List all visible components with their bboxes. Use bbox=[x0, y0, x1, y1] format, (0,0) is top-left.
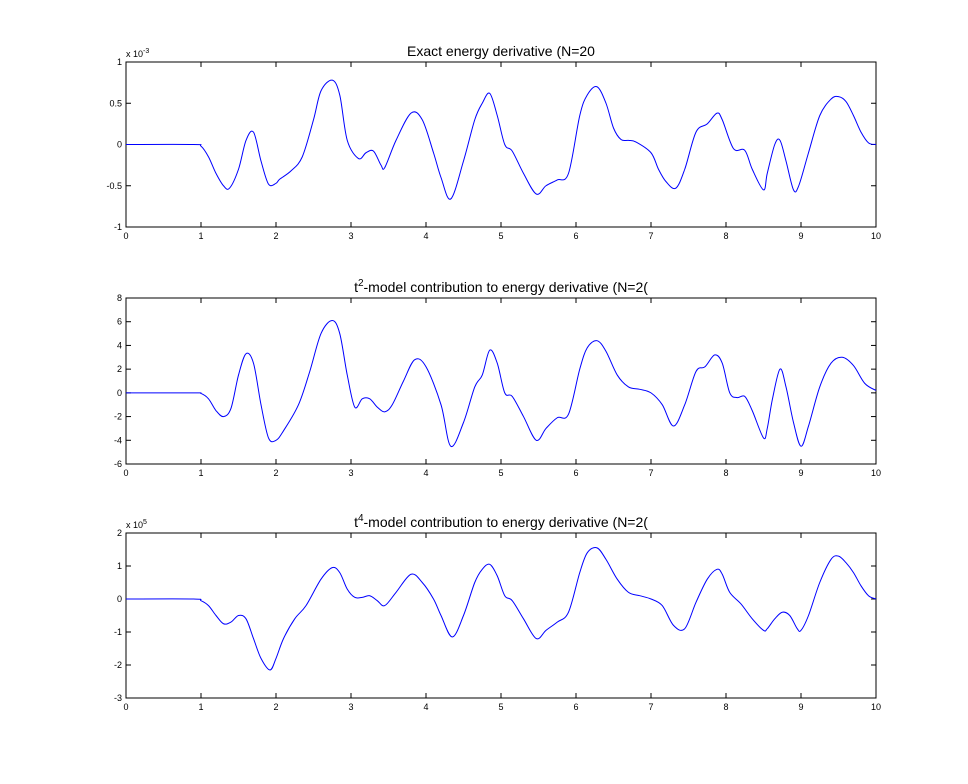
x-tick-label: 10 bbox=[871, 702, 881, 712]
title-text: t bbox=[354, 279, 358, 295]
x-tick-label: 3 bbox=[348, 702, 353, 712]
series-line bbox=[125, 79, 877, 200]
x-tick-label: 2 bbox=[273, 702, 278, 712]
x-tick-label: 8 bbox=[723, 231, 728, 241]
x-tick-label: 3 bbox=[348, 231, 353, 241]
x-tick-label: 7 bbox=[648, 231, 653, 241]
axis-exponent-label: x 10-3 bbox=[126, 48, 149, 59]
y-tick-label: -0.5 bbox=[106, 181, 122, 191]
x-tick-label: 5 bbox=[498, 231, 503, 241]
x-tick-label: 7 bbox=[648, 702, 653, 712]
y-tick-label: 0.5 bbox=[109, 98, 122, 108]
chart-title: Exact energy derivative (N=20 bbox=[407, 43, 595, 59]
x-tick-label: 10 bbox=[871, 231, 881, 241]
y-tick-label: 2 bbox=[117, 364, 122, 374]
y-tick-label: -1 bbox=[114, 627, 122, 637]
y-tick-label: 0 bbox=[117, 594, 122, 604]
y-tick-label: 0 bbox=[117, 140, 122, 150]
x-tick-label: 3 bbox=[348, 468, 353, 478]
title-superscript: 2 bbox=[358, 278, 364, 289]
x-tick-label: 4 bbox=[423, 468, 428, 478]
chart-title: t2-model contribution to energy derivati… bbox=[354, 278, 648, 295]
title-text-suffix: -model contribution to energy derivative… bbox=[364, 279, 649, 295]
exponent-power: 5 bbox=[143, 519, 147, 526]
x-tick-label: 9 bbox=[798, 468, 803, 478]
x-tick-label: 10 bbox=[871, 468, 881, 478]
title-text: Exact energy derivative (N=20 bbox=[407, 43, 595, 59]
x-tick-label: 4 bbox=[423, 231, 428, 241]
title-text-suffix: -model contribution to energy derivative… bbox=[364, 514, 649, 530]
x-tick-label: 2 bbox=[273, 231, 278, 241]
y-tick-label: 0 bbox=[117, 388, 122, 398]
x-tick-label: 0 bbox=[123, 702, 128, 712]
y-tick-label: 4 bbox=[117, 340, 122, 350]
exponent-power: -3 bbox=[143, 48, 149, 55]
axis-exponent-label: x 105 bbox=[126, 519, 147, 530]
x-tick-label: 8 bbox=[723, 468, 728, 478]
y-tick-label: 1 bbox=[117, 57, 122, 67]
x-tick-label: 0 bbox=[123, 468, 128, 478]
title-text: t bbox=[354, 514, 358, 530]
x-tick-label: 9 bbox=[798, 702, 803, 712]
x-tick-label: 1 bbox=[198, 468, 203, 478]
series-line bbox=[125, 320, 877, 447]
x-tick-label: 7 bbox=[648, 468, 653, 478]
y-tick-label: 2 bbox=[117, 528, 122, 538]
y-tick-label: 8 bbox=[117, 293, 122, 303]
chart-title: t4-model contribution to energy derivati… bbox=[354, 513, 648, 530]
x-tick-label: 4 bbox=[423, 702, 428, 712]
x-tick-label: 8 bbox=[723, 702, 728, 712]
x-tick-label: 6 bbox=[573, 702, 578, 712]
y-tick-label: -4 bbox=[114, 435, 122, 445]
subplot-panels: 0 1 2 3 4 5 6 7 8 9 10-1-0.500.51x 10-3 Exact energ… bbox=[106, 43, 881, 712]
x-tick-label: 0 bbox=[123, 231, 128, 241]
y-tick-label: -2 bbox=[114, 660, 122, 670]
y-tick-label: 1 bbox=[117, 561, 122, 571]
x-tick-label: 9 bbox=[798, 231, 803, 241]
x-tick-label: 1 bbox=[198, 231, 203, 241]
title-superscript: 4 bbox=[358, 513, 364, 524]
subplot-1: 0 1 2 3 4 5 6 7 8 9 10 -1 -0.5 0 0.5 1 x 10-3 Exact energ… bbox=[106, 43, 881, 241]
y-tick-label: -1 bbox=[114, 222, 122, 232]
x-tick-label: 2 bbox=[273, 468, 278, 478]
x-tick-label: 5 bbox=[498, 468, 503, 478]
x-tick-label: 1 bbox=[198, 702, 203, 712]
y-tick-label: -6 bbox=[114, 459, 122, 469]
y-tick-label: 6 bbox=[117, 317, 122, 327]
x-tick-label: 5 bbox=[498, 702, 503, 712]
x-tick-label: 6 bbox=[573, 468, 578, 478]
exponent-base: x 10 bbox=[126, 520, 143, 530]
y-tick-label: -3 bbox=[114, 693, 122, 703]
series-line bbox=[125, 547, 877, 671]
x-tick-label: 6 bbox=[573, 231, 578, 241]
exponent-base: x 10 bbox=[126, 49, 143, 59]
y-tick-label: -2 bbox=[114, 412, 122, 422]
